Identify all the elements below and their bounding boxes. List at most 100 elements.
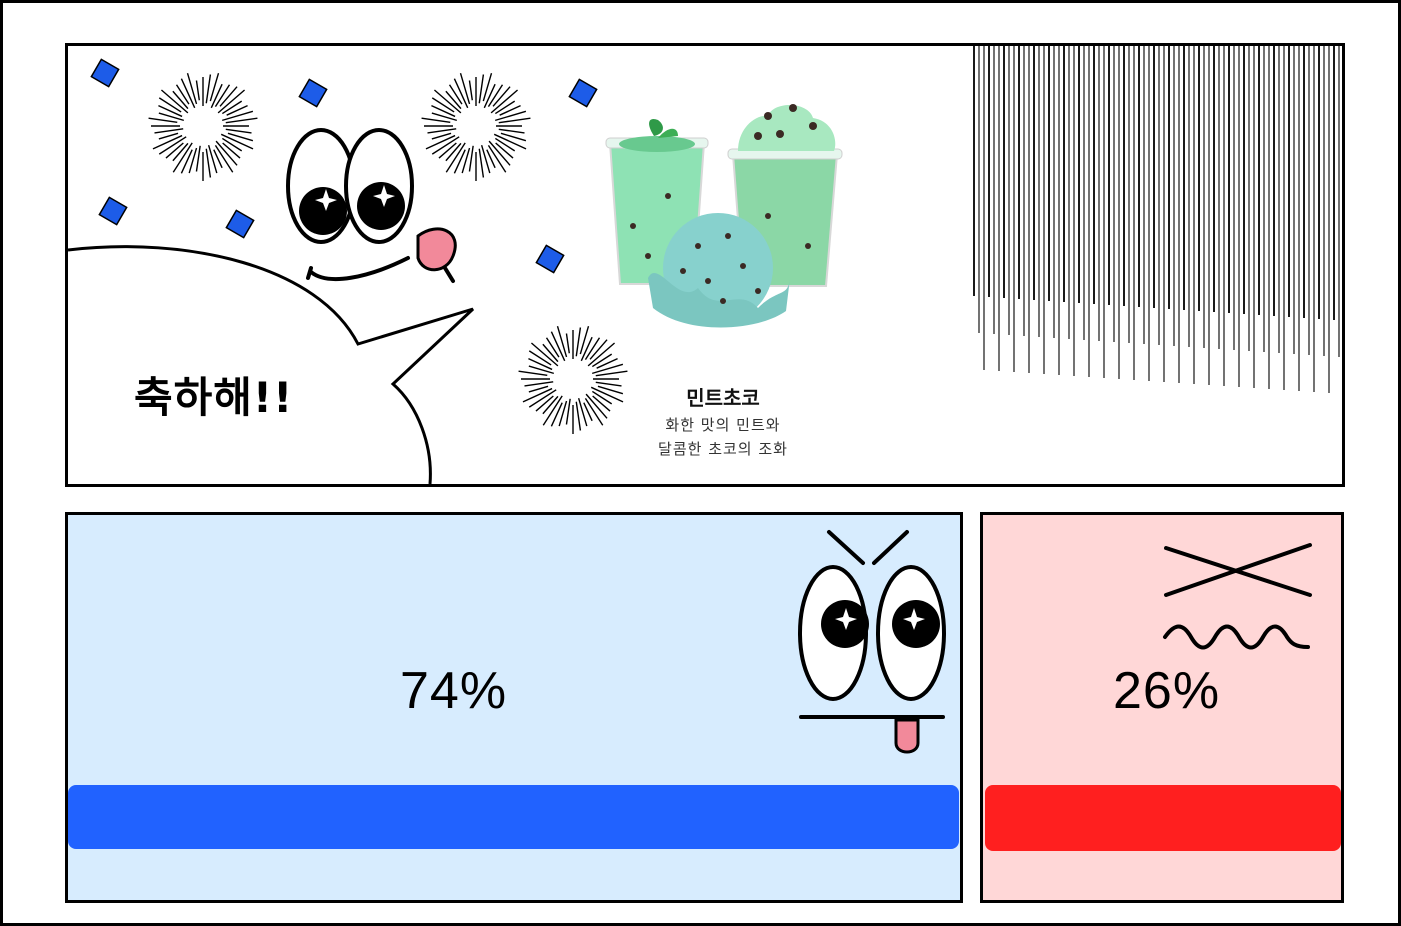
burst-ray: [528, 350, 552, 366]
burst-ray: [172, 90, 189, 110]
burst-ray: [492, 86, 511, 107]
burst-ray: [213, 149, 223, 169]
burst-ray: [160, 89, 189, 114]
burst-ray: [205, 148, 212, 178]
burst-ray: [445, 90, 462, 110]
burst-ray: [493, 133, 527, 150]
burst-ray: [580, 336, 593, 362]
burst-ray: [425, 134, 456, 150]
burst-ray: [558, 400, 568, 427]
burst-ray: [585, 393, 608, 419]
burst-ray: [494, 110, 527, 122]
burst-ray: [596, 358, 618, 369]
result-panel-option-a: 74%: [65, 512, 963, 903]
burst-ray: [459, 73, 471, 105]
burst-ray: [480, 144, 491, 174]
burst-ray: [453, 149, 466, 174]
product-description-line1: 화한 맛의 민트와: [665, 416, 781, 434]
burst-ray: [584, 397, 604, 426]
burst-ray: [550, 331, 566, 362]
burst-ray: [565, 398, 571, 425]
burst-ray: [433, 89, 462, 114]
smug-face-icon: [798, 530, 946, 754]
burst-ray: [595, 381, 622, 387]
burst-ray: [461, 147, 471, 174]
burst-ray: [592, 395, 611, 412]
starburst-icon: [148, 73, 628, 434]
burst-ray: [175, 84, 190, 105]
burst-ray: [210, 83, 223, 109]
burst-ray: [478, 74, 485, 104]
burst-ray: [556, 326, 568, 358]
mint-chocolate-dessert-icon: [605, 104, 843, 328]
burst-ray: [158, 112, 185, 122]
burst-ray: [221, 110, 254, 122]
burst-ray: [524, 381, 554, 387]
burst-ray: [595, 370, 628, 377]
burst-ray: [180, 78, 196, 109]
burst-ray: [222, 142, 241, 159]
burst-ray: [575, 401, 582, 431]
celebration-text: 축하해!!: [134, 373, 294, 422]
burst-ray: [542, 395, 559, 415]
burst-ray: [221, 100, 243, 115]
burst-ray: [468, 145, 474, 172]
burst-ray: [207, 144, 218, 174]
burst-ray: [431, 136, 460, 155]
burst-ray: [195, 145, 201, 172]
burst-ray: [528, 358, 553, 371]
blue-confetti-icon: [90, 58, 598, 274]
burst-ray: [545, 337, 560, 358]
burst-ray: [225, 128, 252, 134]
burst-ray: [500, 132, 527, 142]
burst-ray: [490, 89, 519, 114]
burst-ray: [226, 105, 248, 116]
celebration-art: [68, 46, 1340, 484]
burst-ray: [494, 100, 516, 115]
burst-ray: [591, 390, 613, 405]
burst-ray: [542, 343, 559, 363]
burst-ray: [518, 370, 548, 376]
burst-ray: [188, 147, 198, 174]
burst-ray: [597, 385, 624, 395]
product-name: 민트초코: [686, 386, 760, 410]
option-b-percent: 26%: [1113, 662, 1221, 720]
burst-ray: [487, 144, 507, 173]
burst-ray: [227, 132, 254, 142]
burst-ray: [158, 136, 187, 155]
burst-ray: [172, 142, 189, 162]
burst-ray: [468, 80, 473, 101]
star-eyes-icon: [286, 128, 414, 244]
burst-ray: [431, 112, 458, 122]
burst-ray: [214, 144, 234, 173]
burst-ray: [528, 389, 557, 408]
burst-ray: [565, 333, 570, 354]
burst-ray: [584, 337, 601, 361]
burst-ray: [158, 97, 182, 113]
burst-ray: [438, 142, 457, 159]
burst-ray: [542, 395, 563, 426]
burst-ray: [431, 97, 455, 113]
burst-ray: [220, 133, 254, 150]
burst-ray: [180, 149, 193, 174]
burst-ray: [488, 140, 511, 166]
burst-ray: [579, 326, 590, 355]
result-panel-option-b: 26%: [980, 512, 1344, 903]
burst-ray: [219, 86, 238, 107]
burst-ray: [431, 132, 452, 140]
burst-ray: [487, 84, 504, 108]
burst-ray: [535, 395, 554, 412]
burst-ray: [498, 128, 525, 134]
burst-ray: [225, 117, 258, 124]
burst-ray: [214, 84, 231, 108]
burst-ray: [583, 402, 593, 422]
burst-ray: [577, 397, 588, 427]
burst-ray: [478, 148, 485, 178]
burst-ray: [498, 117, 531, 124]
burst-ray: [486, 149, 496, 169]
burst-ray: [445, 142, 466, 173]
option-b-progress-bar: [985, 785, 1341, 851]
burst-ray: [152, 134, 183, 150]
burst-ray: [172, 142, 193, 173]
